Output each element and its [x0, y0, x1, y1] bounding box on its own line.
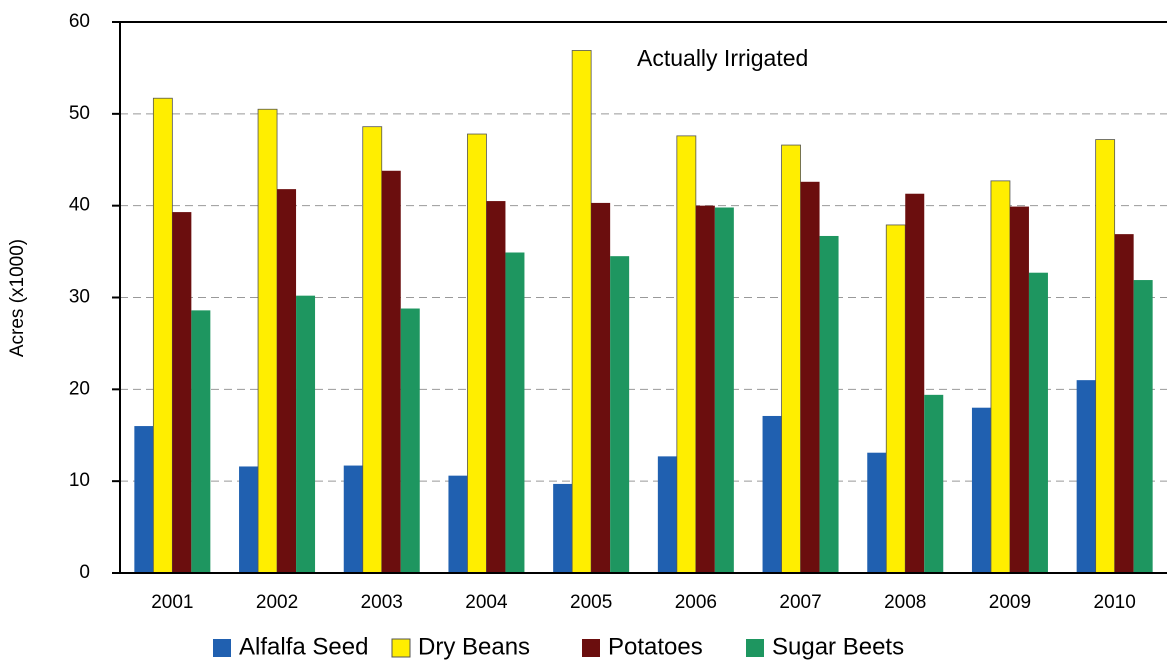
- x-tick-label: 2002: [256, 592, 298, 613]
- bar: [1114, 234, 1134, 573]
- bar: [885, 224, 906, 574]
- y-axis-label: Acres (x1000): [7, 239, 28, 357]
- bar: [800, 181, 820, 574]
- x-tick-label: 2006: [675, 592, 717, 613]
- bar: [400, 308, 420, 573]
- bar: [971, 407, 991, 573]
- bar: [819, 235, 839, 573]
- bar: [448, 475, 468, 573]
- bar: [277, 189, 297, 574]
- bar: [714, 207, 734, 573]
- bar: [362, 126, 383, 574]
- x-tick-label: 2010: [1094, 592, 1136, 613]
- bar: [381, 170, 401, 573]
- legend-swatch: [213, 639, 231, 657]
- x-tick-label: 2007: [779, 592, 821, 613]
- y-tick-label: 0: [79, 562, 90, 583]
- legend-label: Dry Beans: [418, 633, 530, 660]
- bar: [134, 426, 154, 573]
- bar: [152, 97, 173, 574]
- bar: [1028, 272, 1048, 573]
- bar: [191, 310, 211, 573]
- bar: [467, 133, 487, 574]
- bar: [591, 202, 611, 573]
- bar: [657, 456, 677, 573]
- y-tick-label: 20: [69, 378, 90, 399]
- bar: [1009, 206, 1029, 573]
- bar: [257, 108, 278, 574]
- legend-swatch: [746, 639, 764, 657]
- bar: [571, 50, 592, 574]
- bar: [1133, 280, 1153, 573]
- bar: [676, 135, 697, 574]
- legend-swatch: [582, 639, 600, 657]
- bar: [905, 193, 925, 573]
- x-tick-label: 2005: [570, 592, 612, 613]
- y-tick-label: 30: [69, 287, 90, 308]
- bar: [781, 144, 801, 574]
- annotation: Actually Irrigated: [637, 45, 808, 71]
- x-tick-label: 2001: [151, 592, 193, 613]
- y-tick-label: 40: [69, 195, 90, 216]
- y-tick-label: 60: [69, 11, 90, 32]
- legend-swatch: [391, 638, 411, 658]
- bar: [1095, 139, 1116, 574]
- x-tick-label: 2004: [465, 592, 508, 613]
- bar: [172, 212, 192, 573]
- legend-label: Potatoes: [608, 633, 703, 660]
- bar: [343, 465, 363, 573]
- bar: [762, 415, 782, 573]
- legend-label: Sugar Beets: [772, 633, 904, 660]
- bar: [239, 466, 259, 573]
- bar: [486, 201, 506, 573]
- x-tick-label: 2003: [361, 592, 403, 613]
- y-tick-label: 50: [69, 103, 90, 124]
- bar: [1076, 380, 1096, 573]
- bar: [924, 394, 944, 573]
- bar: [610, 256, 630, 573]
- x-tick-label: 2008: [884, 592, 926, 613]
- bar: [553, 483, 573, 573]
- bar: [296, 295, 316, 573]
- y-tick-label: 10: [69, 470, 90, 491]
- bar: [505, 252, 525, 574]
- bar: [867, 452, 887, 573]
- bar: [990, 180, 1011, 574]
- legend-label: Alfalfa Seed: [239, 633, 368, 660]
- x-tick-label: 2009: [989, 592, 1031, 613]
- bar: [695, 205, 715, 573]
